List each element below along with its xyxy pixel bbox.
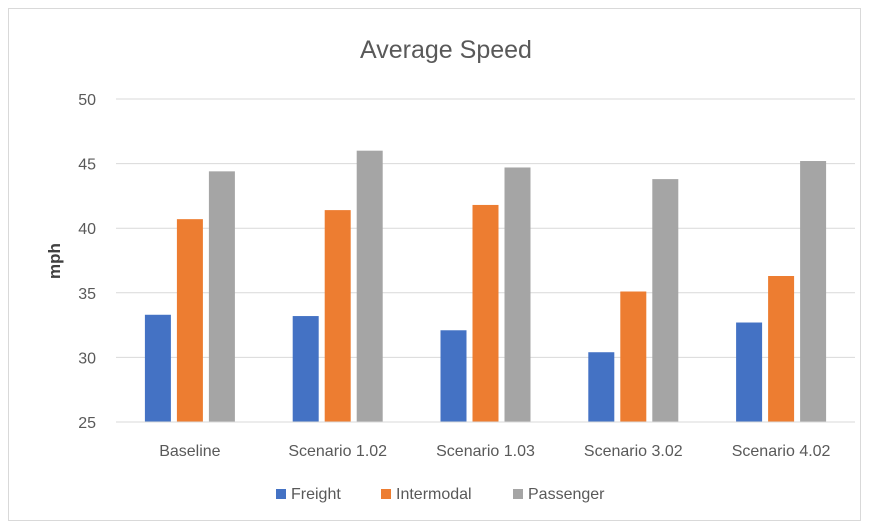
bar-intermodal-0 [176, 219, 203, 422]
y-tick-label: 45 [78, 157, 96, 174]
x-tick-label: Scenario 4.02 [732, 443, 831, 460]
y-tick-label: 50 [78, 92, 96, 109]
bar-passenger-4 [800, 161, 827, 423]
bars [144, 150, 827, 423]
y-axis-label: mph [45, 243, 64, 279]
bar-freight-2 [440, 330, 467, 422]
bar-intermodal-1 [324, 210, 351, 422]
chart-title: Average Speed [360, 36, 532, 64]
legend-swatch-intermodal [381, 489, 391, 499]
bar-freight-3 [588, 352, 615, 422]
bar-passenger-2 [504, 167, 531, 422]
x-axis-ticks: Baseline Scenario 1.02 Scenario 1.03 Scenar… [116, 421, 855, 460]
bar-passenger-3 [652, 179, 679, 422]
bar-intermodal-4 [768, 276, 795, 422]
bar-passenger-0 [208, 171, 235, 422]
bar-freight-0 [144, 314, 171, 422]
x-tick-label: Scenario 1.03 [436, 443, 535, 460]
legend-label-intermodal: Intermodal [396, 486, 472, 503]
x-tick-label: Scenario 3.02 [584, 443, 683, 460]
y-tick-label: 35 [78, 286, 96, 303]
y-tick-label: 25 [78, 415, 96, 432]
bar-passenger-1 [356, 150, 383, 422]
chart-frame [8, 8, 861, 521]
y-tick-label: 40 [78, 221, 96, 238]
bar-freight-4 [736, 322, 763, 422]
legend-swatch-freight [276, 489, 286, 499]
bar-intermodal-3 [620, 291, 647, 422]
legend-label-passenger: Passenger [528, 486, 605, 503]
bar-intermodal-2 [472, 204, 499, 422]
y-axis-ticks: 25 30 35 40 45 50 [78, 92, 96, 432]
legend-swatch-passenger [513, 489, 523, 499]
x-tick-label: Baseline [159, 443, 220, 460]
legend: Freight Intermodal Passenger [276, 486, 605, 503]
legend-label-freight: Freight [291, 486, 341, 503]
y-tick-label: 30 [78, 350, 96, 367]
x-tick-label: Scenario 1.02 [288, 443, 387, 460]
bar-freight-1 [292, 316, 319, 422]
